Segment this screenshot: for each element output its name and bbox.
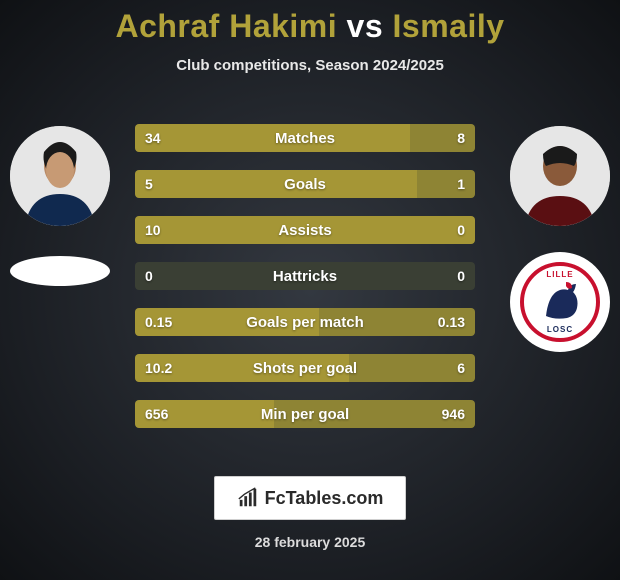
- stat-value-right: 8: [457, 130, 465, 146]
- title-player1: Achraf Hakimi: [115, 8, 337, 44]
- stat-bar-right-fill: [349, 354, 475, 382]
- stat-row: 10.2 6 Shots per goal: [135, 354, 475, 382]
- stat-label: Matches: [275, 130, 335, 147]
- stat-value-right: 1: [457, 176, 465, 192]
- page-title: Achraf Hakimi vs Ismaily: [0, 0, 620, 45]
- title-vs: vs: [347, 8, 384, 44]
- stat-value-right: 0: [457, 222, 465, 238]
- player2-avatar: [510, 126, 610, 226]
- subtitle: Club competitions, Season 2024/2025: [0, 57, 620, 74]
- stat-value-left: 34: [145, 130, 161, 146]
- player1-avatar: [10, 126, 110, 226]
- person-icon: [510, 126, 610, 226]
- stat-value-left: 0: [145, 268, 153, 284]
- stat-row: 10 0 Assists: [135, 216, 475, 244]
- player1-club-badge: [10, 256, 110, 286]
- stat-row: 0.15 0.13 Goals per match: [135, 308, 475, 336]
- stat-value-left: 10.2: [145, 360, 172, 376]
- stat-bar-left-fill: [135, 124, 410, 152]
- stat-value-right: 946: [442, 406, 465, 422]
- person-icon: [10, 126, 110, 226]
- comparison-area: LILLE LOSC 348Matches51Goals100Assists00…: [0, 110, 620, 440]
- stat-value-right: 6: [457, 360, 465, 376]
- chart-icon: [237, 487, 259, 509]
- dog-icon: [536, 276, 584, 329]
- stat-bar-left-fill: [135, 170, 417, 198]
- date-text: 28 february 2025: [255, 534, 366, 550]
- brand-text: FcTables.com: [265, 488, 384, 509]
- player2-club-badge: LILLE LOSC: [510, 252, 610, 352]
- stat-value-left: 0.15: [145, 314, 172, 330]
- stat-row: 5 1 Goals: [135, 170, 475, 198]
- brand-badge: FcTables.com: [214, 476, 407, 520]
- stat-label: Assists: [278, 222, 331, 239]
- stat-value-right: 0.13: [438, 314, 465, 330]
- stat-bar-right-fill: [410, 124, 475, 152]
- stat-value-right: 0: [457, 268, 465, 284]
- stat-label: Hattricks: [273, 268, 337, 285]
- stat-value-left: 5: [145, 176, 153, 192]
- stat-value-left: 656: [145, 406, 168, 422]
- stat-label: Goals per match: [246, 314, 364, 331]
- stat-label: Goals: [284, 176, 326, 193]
- club-badge-text-bottom: LOSC: [524, 325, 596, 334]
- stat-label: Min per goal: [261, 406, 349, 423]
- stat-value-left: 10: [145, 222, 161, 238]
- stats-bars: 34 8 Matches 5 1 Goals 10 0 Assists 0 0 Hattricks 0.…: [135, 124, 475, 428]
- stat-label: Shots per goal: [253, 360, 357, 377]
- club-badge-text-top: LILLE: [524, 270, 596, 279]
- stat-row: 34 8 Matches: [135, 124, 475, 152]
- footer: FcTables.com 28 february 2025: [0, 476, 620, 550]
- stat-row: 656 946 Min per goal: [135, 400, 475, 428]
- stat-row: 0 0 Hattricks: [135, 262, 475, 290]
- title-player2: Ismaily: [393, 8, 505, 44]
- stat-bar-right-fill: [417, 170, 475, 198]
